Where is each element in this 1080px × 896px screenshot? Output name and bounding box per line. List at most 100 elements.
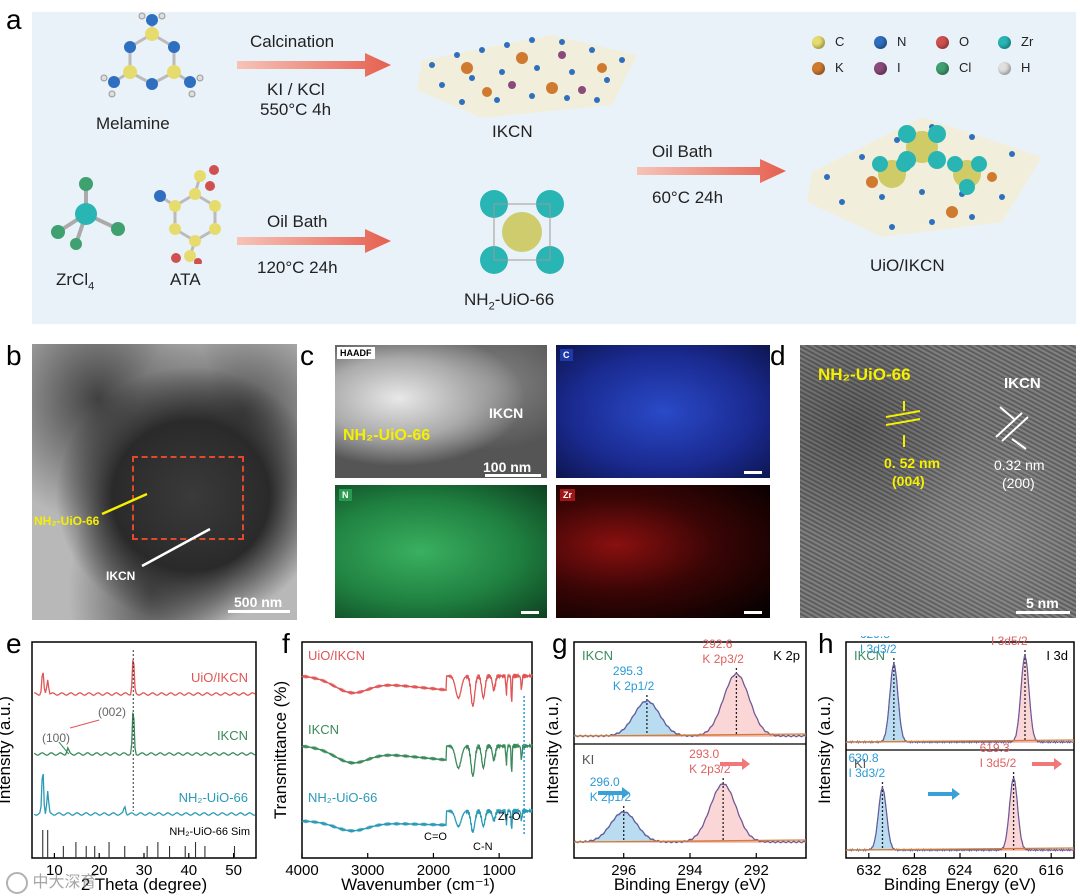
legend-item: H — [998, 60, 1031, 76]
haadf-ikcn-label: IKCN — [489, 405, 524, 421]
chart-title: K 2p — [773, 648, 800, 663]
panel-label-a: a — [6, 4, 22, 35]
nitrogen-tag: N — [339, 489, 352, 501]
hrtem-plane-1: (004) — [892, 473, 925, 489]
legend-item: Zr — [998, 34, 1034, 50]
panel-label-c: c — [300, 340, 314, 371]
haadf-tag: HAADF — [337, 347, 375, 359]
calcination-condition: 550°C 4h — [260, 100, 332, 119]
scale-bar — [485, 474, 541, 477]
scale-bar — [521, 611, 539, 614]
legend-item: I — [874, 60, 901, 76]
x-tick-label: 628 — [902, 862, 927, 879]
atom-legend: C N O Zr K I Cl H — [812, 34, 1072, 84]
tem-uio-label: NH₂-UiO-66 — [34, 514, 100, 528]
annotation-c-n: C-N — [473, 841, 493, 853]
atom-swatch-icon — [874, 62, 887, 76]
fitted-peak — [846, 662, 1074, 743]
scale-bar — [228, 610, 290, 613]
uio-ikcn-label: UiO/IKCN — [870, 256, 945, 275]
atom-swatch-icon — [936, 62, 949, 76]
x-tick-label: 40 — [180, 862, 197, 879]
panel-label-h: h — [818, 628, 834, 659]
oil-bath-condition-1: 120°C 24h — [257, 258, 338, 277]
melamine-label: Melamine — [96, 114, 170, 133]
panel-label-b: b — [6, 340, 22, 371]
x-tick-label: 2000 — [417, 862, 450, 879]
x-tick-label: 3000 — [351, 862, 384, 879]
ata-label: ATA — [170, 270, 201, 289]
hrtem-scale-label: 5 nm — [1026, 595, 1059, 611]
legend-item: K — [812, 60, 844, 76]
hrtem-d-spacing-1: 0. 52 nm — [884, 455, 941, 471]
x-tick-label: 632 — [856, 862, 881, 879]
series-label: UiO/IKCN — [308, 648, 365, 663]
panel-label-e: e — [6, 628, 22, 659]
annotation-002: (002) — [98, 705, 126, 719]
atom-swatch-icon — [812, 36, 825, 50]
legend-label: Zr — [1021, 34, 1034, 49]
xrd-series-line — [33, 712, 256, 756]
xrd-chart: 10 20 30 40 50 Intensity (a.u.) 2 Theta (deg… — [0, 641, 257, 894]
hrtem-image: NH₂-UiO-66 IKCN 0. 52 nm (004) 0.32 nm (… — [800, 345, 1076, 618]
ftir-series-line — [301, 807, 533, 834]
ftir-series-line — [301, 742, 533, 777]
tem-image: NH₂-UiO-66 IKCN 500 nm — [32, 344, 297, 620]
eds-map-zr: Zr — [556, 485, 770, 618]
panel-label-d: d — [770, 340, 786, 371]
legend-item: Cl — [936, 60, 971, 76]
x-tick-label: 620 — [993, 862, 1018, 879]
salts-label: KI / KCl — [267, 80, 325, 99]
annotation-arrow — [69, 719, 100, 729]
envelope-line — [845, 777, 1074, 852]
x-tick-label: 294 — [677, 862, 702, 879]
series-label: KI — [854, 756, 866, 771]
peak-value: 293.0 — [689, 747, 719, 761]
haadf-scale-label: 100 nm — [483, 459, 532, 475]
fitted-peak — [574, 673, 806, 737]
x-tick-label: 30 — [136, 862, 153, 879]
hrtem-uio-label: NH₂-UiO-66 — [818, 365, 911, 384]
tem-pointer-arrows — [101, 492, 211, 568]
y-axis-label: Intensity (a.u.) — [544, 696, 562, 804]
reference-label: NH₂-UiO-66 Sim — [169, 826, 250, 838]
legend-label: K — [835, 60, 844, 75]
peak-value: 295.3 — [613, 664, 643, 678]
fitted-peak — [846, 655, 1074, 743]
atom-swatch-icon — [998, 62, 1011, 76]
scale-bar — [744, 471, 762, 474]
zirconium-tag: Zr — [560, 489, 575, 501]
chart-title: I 3d — [1046, 648, 1068, 663]
series-label: IKCN — [582, 648, 613, 663]
peak-value: 296.0 — [590, 775, 620, 789]
baseline — [845, 739, 1075, 743]
envelope-line — [573, 672, 806, 738]
hrtem-d-spacing-2: 0.32 nm — [994, 457, 1045, 473]
baseline — [573, 733, 807, 737]
x-tick-label: 50 — [225, 862, 242, 879]
zoom-region-box — [132, 456, 244, 540]
series-label: IKCN — [854, 648, 885, 663]
hrtem-ikcn-label: IKCN — [1004, 375, 1041, 392]
zrcl4-label: ZrCl4 — [56, 270, 95, 293]
ftir-series-line — [301, 672, 533, 707]
ftir-chart: 4000 3000 2000 1000 Transmittance (%) Waven… — [272, 641, 533, 894]
scale-bar — [744, 611, 762, 614]
xps-k2p-chart: 296 294 292 Intensity (a.u.) Binding Energ… — [544, 637, 807, 894]
x-tick-label: 292 — [744, 862, 769, 879]
x-tick-label: 20 — [91, 862, 108, 879]
peak-label: I 3d5/2 — [991, 636, 1028, 648]
haadf-image: HAADF IKCN NH₂-UiO-66 100 nm — [335, 345, 547, 478]
x-tick-label: 10 — [46, 862, 63, 879]
x-tick-label: 4000 — [285, 862, 318, 879]
uio66-label: NH2-UiO-66 — [464, 290, 555, 313]
peak-value: 629.8 — [860, 636, 890, 641]
synthesis-scheme: Melamine Calcination KI / KCl 550°C 4h I… — [32, 12, 1076, 324]
x-axis-label: Binding Energy (eV) — [884, 875, 1036, 894]
envelope-line — [573, 783, 806, 844]
envelope-line — [845, 655, 1074, 744]
annotation-zr-o: Zr-O — [498, 811, 521, 823]
melamine-molecule-icon — [100, 12, 204, 98]
atom-swatch-icon — [874, 36, 887, 50]
legend-label: H — [1021, 60, 1031, 75]
